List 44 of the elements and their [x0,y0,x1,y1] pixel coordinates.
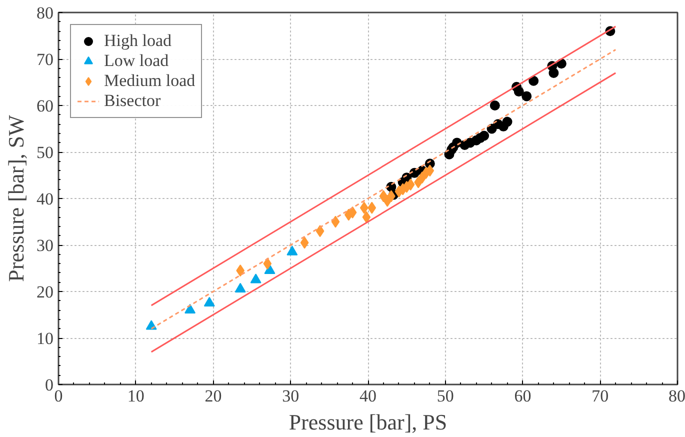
point [204,296,215,307]
y-tick-label: 60 [36,96,54,116]
point [360,202,368,214]
x-tick-label: 60 [514,386,532,406]
x-tick-label: 50 [436,386,454,406]
point [362,211,371,224]
point [316,225,324,238]
point [406,178,415,191]
y-tick-label: 20 [36,282,54,302]
legend-label: Bisector [104,91,161,111]
point [479,130,490,141]
x-tick-label: 10 [127,386,144,406]
point [263,258,272,270]
y-tick-label: 50 [36,143,54,162]
point [528,76,539,86]
point [368,202,376,214]
x-tick-label: 70 [592,386,609,406]
legend-label: Low load [104,51,169,71]
x-tick-label: 40 [360,386,376,406]
point [490,100,500,110]
x-tick-label: 80 [668,386,685,406]
point [331,216,340,228]
y-tick-label: 40 [36,190,54,208]
point [548,68,559,78]
x-tick-label: 30 [282,386,300,406]
y-axis-title: Pressure [bar], SW [4,114,28,282]
legend-label: High load [104,31,172,51]
y-tick-label: 10 [36,329,54,348]
legend-label: Medium load [104,71,196,91]
y-tick-label: 80 [36,4,54,22]
point [286,246,298,256]
point [250,274,262,284]
x-tick-label: 20 [204,386,222,406]
point [522,91,532,102]
y-tick-label: 70 [36,50,54,69]
x-axis-title: Pressure [bar], PS [288,410,448,434]
y-tick-label: 30 [36,236,54,255]
point [502,116,512,127]
point [234,282,246,293]
point [184,304,196,314]
point [426,164,434,177]
point [514,86,524,97]
point [348,206,357,218]
point [300,236,309,249]
